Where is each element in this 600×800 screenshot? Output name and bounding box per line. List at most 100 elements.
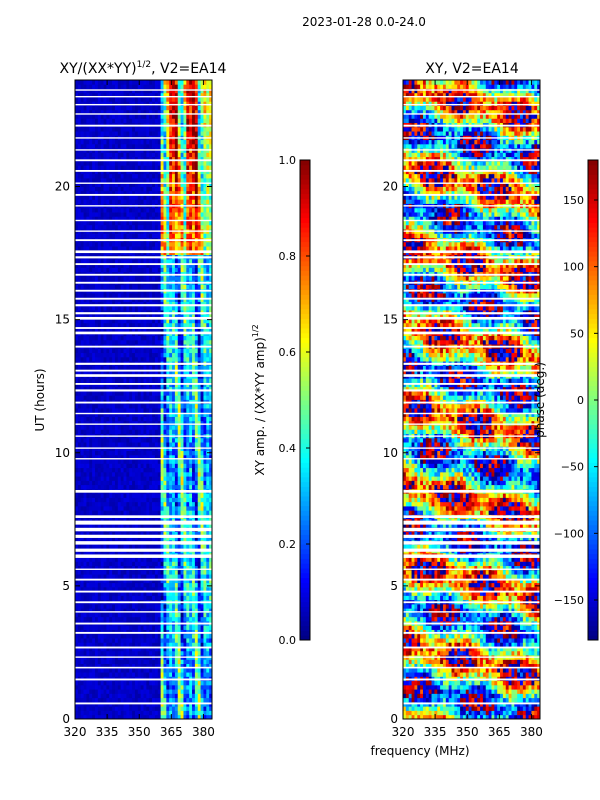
heatmap-cell <box>92 667 96 673</box>
heatmap-cell <box>174 390 179 396</box>
heatmap-cell <box>143 501 147 507</box>
heatmap-cell <box>89 365 93 371</box>
heatmap-cell <box>206 663 210 669</box>
heatmap-cell <box>149 714 153 720</box>
heatmap-cell <box>75 710 79 716</box>
heatmap-cell <box>77 697 82 703</box>
heatmap-cell <box>166 714 170 720</box>
heatmap-cell <box>126 352 130 358</box>
heatmap-cell <box>166 693 170 699</box>
heatmap-cell <box>174 659 179 665</box>
heatmap-cell <box>112 642 116 647</box>
heatmap-cell <box>206 710 210 716</box>
heatmap-cell <box>117 638 122 643</box>
heatmap-cell <box>194 493 199 498</box>
heatmap-cell <box>166 378 170 383</box>
heatmap-cell <box>154 569 159 575</box>
heatmap-cell <box>183 352 187 358</box>
heatmap-cell <box>86 501 90 507</box>
heatmap-cell <box>166 442 170 447</box>
heatmap-cell <box>114 578 119 584</box>
heatmap-cell <box>189 646 193 652</box>
heatmap-cell <box>123 480 127 486</box>
heatmap-cell <box>117 646 122 652</box>
heatmap-cell <box>146 467 150 473</box>
heatmap-cell <box>140 442 144 447</box>
heatmap-cell <box>146 531 150 537</box>
heatmap-cell <box>189 689 193 694</box>
heatmap-cell <box>177 659 181 665</box>
heatmap-cell <box>206 582 210 588</box>
heatmap-cell <box>163 616 167 622</box>
heatmap-cell <box>174 672 179 677</box>
heatmap-cell <box>106 608 110 613</box>
heatmap-cell <box>123 659 127 665</box>
heatmap-cell <box>89 684 93 690</box>
heatmap-cell <box>152 339 156 345</box>
heatmap-cell <box>189 667 193 673</box>
heatmap-cell <box>149 365 153 371</box>
heatmap-cell <box>94 442 99 447</box>
heatmap-cell <box>114 497 119 503</box>
heatmap-cell <box>183 305 187 311</box>
heatmap-cell <box>197 680 201 686</box>
heatmap-cell <box>197 578 201 584</box>
heatmap-cell <box>203 582 207 588</box>
heatmap-cell <box>154 484 159 490</box>
heatmap-cell <box>203 663 207 669</box>
heatmap-cell <box>83 633 87 639</box>
heatmap-cell <box>200 501 204 507</box>
heatmap-cell <box>172 497 176 503</box>
heatmap-cell <box>152 638 156 643</box>
heatmap-cell <box>137 608 142 613</box>
heatmap-cell <box>154 565 159 571</box>
heatmap-cell <box>194 689 199 694</box>
heatmap-cell <box>192 412 196 417</box>
heatmap-cell <box>134 603 139 609</box>
heatmap-cell <box>146 680 150 686</box>
heatmap-cell <box>206 603 210 609</box>
heatmap-cell <box>209 301 213 307</box>
heatmap-cell <box>106 412 110 417</box>
heatmap-cell <box>143 408 147 413</box>
heatmap-cell <box>197 293 201 298</box>
heatmap-cell <box>123 305 127 311</box>
heatmap-cell <box>206 510 210 515</box>
heatmap-cell <box>92 557 96 562</box>
heatmap-cell <box>189 591 193 596</box>
heatmap-cell <box>154 591 159 596</box>
heatmap-cell <box>75 569 79 575</box>
heatmap-cell <box>209 638 213 643</box>
heatmap-cell <box>192 569 196 575</box>
heatmap-cell <box>200 535 204 541</box>
heatmap-cell <box>129 348 133 354</box>
heatmap-cell <box>89 416 93 422</box>
heatmap-cell <box>177 480 181 486</box>
heatmap-cell <box>109 425 113 430</box>
heatmap-cell <box>186 322 190 328</box>
heatmap-cell <box>137 561 142 567</box>
heatmap-cell <box>163 425 167 430</box>
heatmap-cell <box>140 497 144 503</box>
heatmap-cell <box>109 574 113 579</box>
heatmap-cell <box>114 591 119 596</box>
heatmap-cell <box>189 395 193 400</box>
heatmap-cell <box>75 412 79 417</box>
heatmap-cell <box>169 467 173 473</box>
heatmap-cell <box>129 578 133 584</box>
heatmap-cell <box>180 646 184 652</box>
heatmap-cell <box>189 450 193 456</box>
heatmap-cell <box>117 420 122 426</box>
heatmap-cell <box>94 710 99 716</box>
heatmap-cell <box>126 531 130 537</box>
heatmap-cell <box>172 591 176 596</box>
heatmap-cell <box>80 603 84 609</box>
heatmap-cell <box>94 322 99 328</box>
heatmap-cell <box>80 275 84 281</box>
heatmap-cell <box>152 493 156 498</box>
heatmap-cell <box>92 710 96 716</box>
heatmap-cell <box>149 591 153 596</box>
heatmap-cell <box>183 412 187 417</box>
heatmap-cell <box>172 672 176 677</box>
heatmap-cell <box>80 369 84 375</box>
